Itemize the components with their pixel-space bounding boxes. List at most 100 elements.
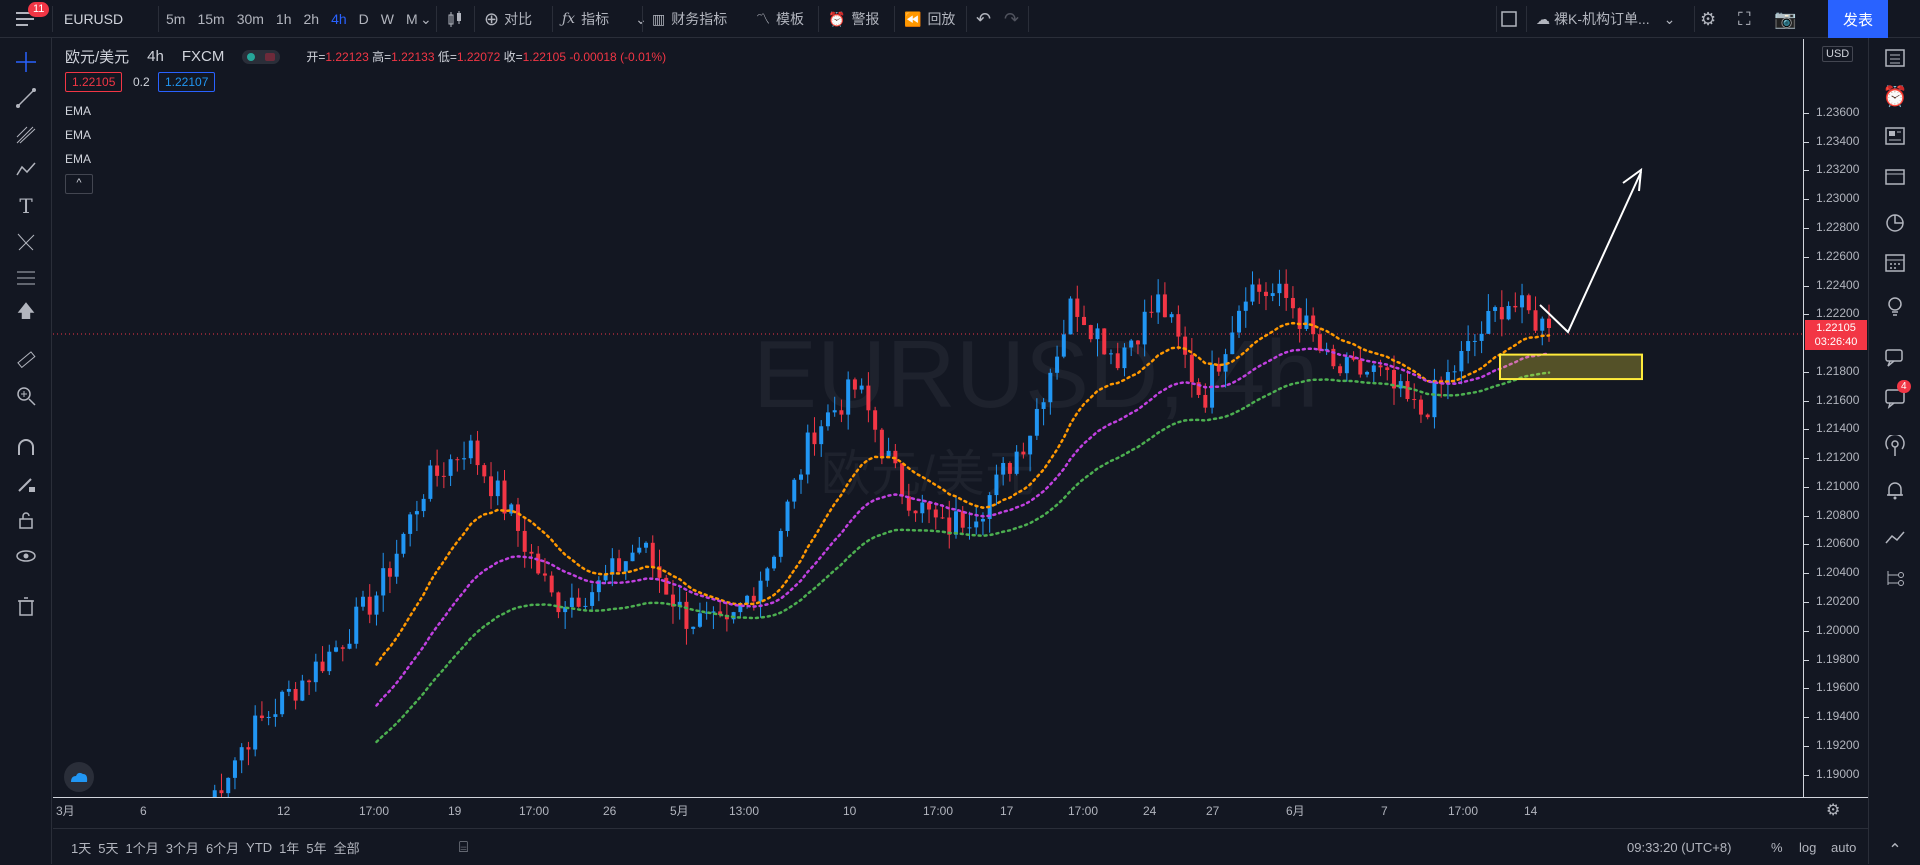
price-chart[interactable]: EURUSD, 4h 欧元/美元 <box>53 39 1803 797</box>
range-button[interactable]: 全部 <box>333 840 360 856</box>
interval-dropdown[interactable]: ⌄ <box>420 0 432 38</box>
axis-settings-button[interactable]: ⚙ <box>1826 800 1840 820</box>
timeframe-30m[interactable]: 30m <box>236 11 264 27</box>
indicator-legend-ema[interactable]: EMA <box>65 128 92 142</box>
alert-button[interactable]: ⏰ 警报 <box>828 0 879 38</box>
calendar-icon <box>1885 254 1905 272</box>
zoom-tool[interactable] <box>14 384 38 408</box>
replay-button[interactable]: ⏪ 回放 <box>904 0 955 38</box>
price-tick-label: 1.23000 <box>1816 191 1860 206</box>
alerts-panel-button[interactable]: ⏰ <box>1883 84 1908 108</box>
trading-panel-button[interactable] <box>1883 526 1907 550</box>
redo-button[interactable]: ↷ <box>1004 0 1019 38</box>
currency-label[interactable]: USD <box>1822 46 1854 62</box>
buy-price-box[interactable]: 1.22107 <box>158 72 216 92</box>
ideas-button[interactable] <box>1883 294 1907 318</box>
candle-body <box>1540 318 1545 331</box>
lock-drawings-tool[interactable] <box>14 508 38 532</box>
low-label: 低= <box>437 50 457 64</box>
timeframe-5m[interactable]: 5m <box>166 11 186 27</box>
collapse-legend-button[interactable]: ^ <box>65 174 93 194</box>
templates-button[interactable]: 〽模板 <box>756 0 804 38</box>
shapes-tool[interactable] <box>14 230 38 254</box>
range-button[interactable]: 1年 <box>279 840 300 856</box>
streams-button[interactable] <box>1883 434 1907 458</box>
timeframe-M[interactable]: M <box>406 11 418 27</box>
fullscreen-icon: ⛶ <box>1738 8 1751 29</box>
candle-body <box>1007 462 1012 474</box>
chevron-down-icon: ⌄ <box>420 10 432 27</box>
auto-scale-toggle[interactable]: auto <box>1831 839 1857 855</box>
calendar-button[interactable] <box>1883 250 1907 274</box>
price-tick-label: 1.21200 <box>1816 450 1860 465</box>
market-status-pill[interactable] <box>242 49 281 64</box>
indicators-button[interactable]: ƒx 指标 ⌄ <box>562 0 647 38</box>
financials-button[interactable]: ▥ 财务指标 <box>652 0 727 38</box>
toolbar-divider <box>966 6 967 32</box>
text-tool[interactable]: T <box>14 194 38 218</box>
arrow-tool[interactable]: 🡅 <box>14 301 38 326</box>
object-tree-button[interactable] <box>1883 566 1907 590</box>
timeframe-2h[interactable]: 2h <box>303 11 320 27</box>
projection-path-line[interactable] <box>1539 171 1642 334</box>
range-button[interactable]: 5天 <box>98 840 119 856</box>
measure-levels-tool[interactable] <box>14 266 38 290</box>
legend-pair[interactable]: 欧元/美元 <box>65 49 130 66</box>
stay-drawing-tool[interactable] <box>14 472 38 496</box>
notifications-button[interactable] <box>1883 478 1907 502</box>
range-button[interactable]: 6个月 <box>205 840 240 856</box>
layout-toggle-button[interactable] <box>1500 0 1518 38</box>
symbol-search-button[interactable]: EURUSD <box>64 11 124 27</box>
hotlist-button[interactable] <box>1883 210 1907 234</box>
range-button[interactable]: 3个月 <box>165 840 199 856</box>
data-window-button[interactable] <box>1883 164 1907 188</box>
clock-display[interactable]: 09:33:20 (UTC+8) <box>1627 839 1732 855</box>
percent-scale-toggle[interactable]: % <box>1771 839 1783 855</box>
range-button[interactable]: 5年 <box>306 840 327 856</box>
undo-button[interactable]: ↶ <box>976 0 991 38</box>
layout-name-dropdown[interactable]: ☁ 裸K-机构订单... ⌄ <box>1536 0 1675 38</box>
magnet-tool[interactable] <box>14 436 38 460</box>
toolbar-divider <box>436 6 437 32</box>
watchlist-button[interactable] <box>1883 46 1907 70</box>
hide-drawings-tool[interactable] <box>14 544 38 568</box>
candle-body <box>1472 340 1477 342</box>
trendline-tool[interactable] <box>14 86 38 110</box>
go-to-date-button[interactable]: ⌸ <box>459 829 468 865</box>
main-menu-button[interactable]: 11 <box>0 0 52 38</box>
collapse-panel-button[interactable]: ⌃ <box>1883 838 1907 862</box>
price-axis[interactable]: USD 1.23600 1.23400 1.23200 1.23000 1.22800 1… <box>1803 39 1868 797</box>
news-button[interactable] <box>1883 124 1907 148</box>
indicator-legend-ema[interactable]: EMA <box>65 104 92 118</box>
fullscreen-button[interactable]: ⛶ <box>1738 0 1751 38</box>
private-chats-button[interactable]: 4 <box>1883 380 1911 410</box>
timeframe-D[interactable]: D <box>358 11 369 27</box>
pattern-tool[interactable] <box>14 158 38 182</box>
settings-button[interactable]: ⚙ <box>1700 0 1716 38</box>
indicator-legend-ema[interactable]: EMA <box>65 152 92 166</box>
timeframe-4h[interactable]: 4h <box>331 11 347 27</box>
price-tick-label: 1.22600 <box>1816 248 1860 263</box>
pitchfork-tool[interactable] <box>14 122 38 146</box>
crosshair-tool[interactable] <box>14 50 38 74</box>
support-zone-rectangle[interactable] <box>1499 353 1643 381</box>
remove-drawings-tool[interactable] <box>14 594 38 618</box>
timeframe-W[interactable]: W <box>380 11 394 27</box>
log-scale-toggle[interactable]: log <box>1799 839 1817 855</box>
chats-button[interactable] <box>1883 346 1907 370</box>
timeframe-1h[interactable]: 1h <box>275 11 292 27</box>
chart-type-button[interactable] <box>446 0 464 38</box>
timeframe-15m[interactable]: 15m <box>197 11 225 27</box>
range-button[interactable]: YTD <box>246 839 273 855</box>
ruler-tool[interactable] <box>14 348 38 372</box>
range-button[interactable]: 1个月 <box>125 840 159 856</box>
candle-body <box>590 592 595 606</box>
logo-button[interactable] <box>64 762 94 792</box>
time-axis[interactable] <box>53 797 1868 828</box>
publish-button[interactable]: 发表 <box>1828 0 1888 38</box>
snapshot-button[interactable]: 📷 <box>1774 0 1796 38</box>
sell-price-box[interactable]: 1.22105 <box>65 72 123 92</box>
range-button[interactable]: 1天 <box>71 840 92 856</box>
ema-slow-line <box>375 371 1551 744</box>
compare-button[interactable]: ⊕ 对比 <box>484 0 532 38</box>
